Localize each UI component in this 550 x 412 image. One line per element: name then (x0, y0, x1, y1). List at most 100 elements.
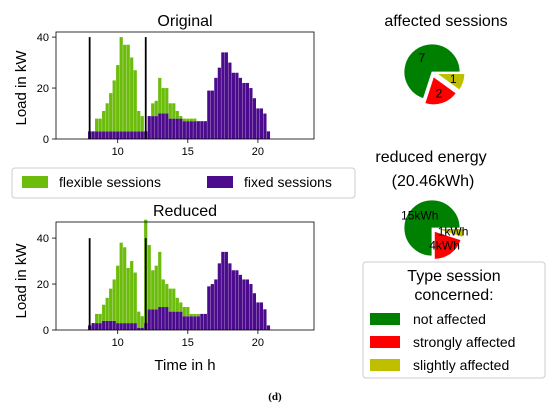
original-bar-fixed (231, 72, 235, 139)
original-bar-fixed (105, 131, 109, 139)
original-bar-flexible (165, 88, 169, 114)
reduced-bar-fixed (217, 263, 221, 330)
bar-legend-frame (11, 167, 356, 199)
original-bar-flexible (158, 77, 162, 114)
original-bar-flexible (189, 118, 193, 122)
original-plot-frame (55, 31, 315, 140)
original-bar-flexible (168, 103, 172, 119)
original-bar-fixed (123, 131, 127, 139)
original-bars (88, 37, 271, 139)
original-x-tick-label: 15 (182, 146, 194, 158)
original-bar-fixed (102, 131, 106, 139)
pie-sessions-slice-label: 1 (450, 72, 457, 86)
original-bar-flexible (112, 80, 116, 132)
reduced-bar-flexible (130, 261, 134, 324)
original-bar-fixed (189, 121, 193, 139)
original-bar-flexible (126, 44, 130, 132)
slightly-affected-legend-label: slightly affected (413, 357, 509, 373)
reduced-bar-fixed (105, 320, 109, 330)
original-bar-flexible (95, 118, 99, 132)
original-bar-fixed (133, 131, 137, 139)
original-axis-ticks: 10 15 20 0 20 40 (37, 32, 264, 158)
reduced-bar-fixed (151, 309, 155, 330)
reduced-bar-fixed (126, 323, 130, 330)
reduced-y-tick-label: 20 (37, 279, 49, 291)
reduced-bar-fixed (256, 302, 260, 330)
original-bar-flexible (123, 44, 127, 132)
reduced-bar-flexible (119, 242, 123, 324)
reduced-bar-fixed (252, 293, 257, 330)
original-bar-fixed (242, 82, 246, 139)
reduced-bar-fixed (168, 311, 172, 330)
original-x-tick-label: 10 (112, 146, 124, 158)
reduced-bar-fixed (116, 323, 120, 330)
reduced-energy-title: reduced energy (375, 149, 486, 166)
original-bar-fixed (256, 108, 260, 139)
reduced-bar-fixed (123, 323, 127, 330)
reduced-bar-fixed (147, 309, 151, 330)
reduced-bar-fixed (231, 270, 235, 330)
reduced-bar-fixed (224, 251, 228, 330)
reduced-bar-fixed (214, 279, 218, 330)
reduced-bar-fixed (196, 316, 200, 330)
reduced-bar-fixed (249, 284, 253, 330)
original-bar-flexible (130, 57, 134, 132)
reduced-bar-flexible (112, 279, 116, 321)
original-bar-fixed (214, 77, 218, 139)
reduced-bar-fixed (165, 307, 169, 330)
reduced-bar-flexible (165, 284, 169, 308)
reduced-bars (88, 219, 271, 330)
original-bar-fixed (207, 90, 211, 139)
reduced-bar-flexible (133, 272, 137, 324)
original-bar-fixed (175, 118, 179, 139)
original-bar-fixed (116, 131, 120, 139)
original-bar-fixed (109, 131, 113, 139)
reduced-bar-fixed (200, 313, 204, 330)
original-bar-fixed (235, 72, 239, 139)
original-bar-fixed (168, 118, 172, 139)
reduced-y-tick-label: 0 (43, 325, 49, 337)
reduced-bar-flexible (161, 279, 165, 308)
reduced-bar-fixed (130, 323, 134, 330)
flexible-sessions-legend-label: flexible sessions (59, 174, 161, 190)
strongly-affected-legend-label: strongly affected (413, 334, 515, 350)
original-y-tick-label: 0 (43, 134, 49, 146)
reduced-bar-flexible (193, 313, 197, 317)
reduced-bar-fixed (98, 323, 102, 330)
reduced-bar-flexible (140, 316, 144, 328)
reduced-bar-flexible (186, 307, 190, 317)
original-bar-fixed (140, 131, 144, 139)
original-bar-fixed (245, 82, 249, 139)
reduced-bar-fixed (263, 309, 267, 330)
reduced-bar-fixed (91, 323, 95, 330)
original-bar-flexible (105, 103, 109, 132)
reduced-bar-flexible (154, 265, 158, 310)
original-bar-fixed (158, 113, 162, 139)
original-bar-fixed (151, 116, 155, 139)
reduced-bar-fixed (235, 270, 239, 330)
reduced-bar-fixed (189, 316, 193, 330)
original-bar-fixed (203, 121, 207, 139)
reduced-x-axis-label: Time in h (154, 357, 215, 374)
reduced-bar-fixed (203, 313, 207, 330)
original-bar-fixed (266, 131, 271, 139)
original-bar-fixed (126, 131, 130, 139)
original-bar-flexible (179, 116, 183, 119)
original-bar-fixed (193, 121, 197, 139)
original-y-tick-label: 40 (37, 32, 49, 44)
fixed-sessions-legend-label: fixed sessions (244, 174, 332, 190)
affected-sessions-pie-chart: affected sessions 7 21 (384, 13, 508, 106)
pie-energy-slice (435, 228, 465, 238)
pie-energy-slice-label: 15kWh (401, 209, 438, 223)
not-affected-legend-label: not affected (413, 311, 486, 327)
reduced-bar-flexible (175, 297, 179, 312)
reduced-bar-flexible (179, 302, 183, 312)
original-bar-flexible (119, 37, 123, 132)
reduced-bar-fixed (193, 316, 197, 330)
original-bar-fixed (221, 52, 225, 139)
original-bar-flexible (175, 110, 179, 119)
original-bar-fixed (224, 52, 228, 139)
reduced-bar-flexible (182, 307, 186, 317)
reduced-bar-fixed (207, 286, 211, 330)
